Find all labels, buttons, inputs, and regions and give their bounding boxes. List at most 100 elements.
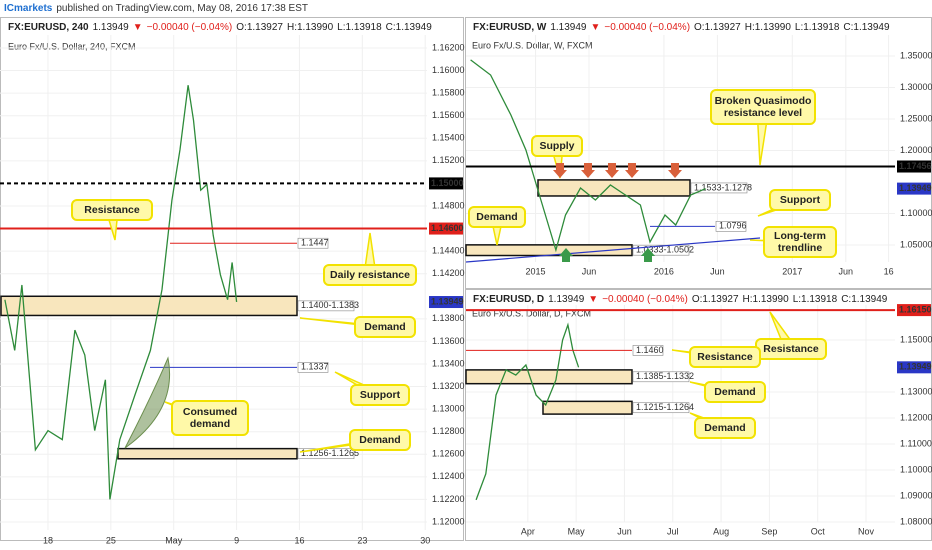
x-tick-label: Jun [839,266,854,276]
callout-box [171,400,249,436]
y-tick-label: 1.10000 [900,464,932,474]
x-tick-label: 2016 [654,266,674,276]
level-badge [897,304,931,317]
zone [542,400,633,415]
header-high: H:1.13990 [745,22,792,33]
header-close: C:1.13949 [386,22,433,33]
header-high: H:1.13990 [287,22,334,33]
y-tick-label: 1.12800 [432,426,465,436]
zone-label: 1.1256-1.1265 [301,448,359,458]
y-tick-label: 1.35000 [900,50,932,60]
header-low: L:1.13918 [337,22,382,33]
x-tick-label: Aug [713,526,729,536]
zone-label: 1.1400-1.1383 [301,300,359,310]
x-tick-label: Nov [858,526,875,536]
callout-text: trendline [778,242,822,254]
level-badge [429,177,463,190]
y-tick-label: 1.12000 [432,516,465,526]
zone [0,295,298,317]
header-open: O:1.13927 [694,22,741,33]
x-tick-label: 30 [420,535,430,545]
zone [117,447,298,460]
callout-box [531,135,583,157]
y-tick-label: 1.05000 [900,239,932,249]
callout-text: Supply [539,140,574,152]
page-byline: ICmarkets published on TradingView.com, M… [4,3,308,14]
zone-label: 1.1385-1.1332 [636,371,694,381]
callout-text: Demand [476,211,517,223]
chart-title: Euro Fx/U.S. Dollar, D, FXCM [472,308,591,318]
callout-text: demand [190,418,230,430]
header-arrow: ▼ [588,294,598,305]
header-change: −0.00040 (−0.04%) [602,294,688,305]
callout-text: Consumed [183,406,237,418]
down-arrow [668,163,682,178]
callout-text: Resistance [763,343,819,355]
brand[interactable]: ICmarkets [4,3,53,14]
callout-box [468,206,526,228]
callout-text: Demand [359,434,400,446]
y-tick-label: 1.12600 [432,449,465,459]
x-tick-label: Oct [811,526,826,536]
last-price-badge [897,361,931,374]
y-tick-label: 1.08000 [900,516,932,526]
callout-box [763,226,837,258]
header-change: −0.00040 (−0.04%) [147,22,233,33]
header-close: C:1.13949 [843,22,890,33]
header-symbol: FX:EURUSD, 240 [8,22,89,33]
callout-text: Long-term [774,230,826,242]
y-tick-label: 1.13600 [432,336,465,346]
y-tick-label: 1.20000 [900,145,932,155]
callout-text: Support [360,389,401,401]
trendline [465,237,761,263]
zone-label: 1.0333-1.0502 [636,245,694,255]
callout-text: Support [780,194,821,206]
header-arrow: ▼ [133,22,143,33]
zone-label: 1.1215-1.1264 [636,402,694,412]
callout-text: Resistance [84,204,140,216]
price-line [4,85,238,500]
callout-text: resistance level [724,107,802,119]
up-arrow [641,248,655,262]
level-label: 1.14600 [431,223,464,233]
level-badge [429,222,463,235]
y-tick-label: 1.10000 [900,208,932,218]
y-tick-label: 1.13800 [432,313,465,323]
x-tick-label: May [568,526,586,536]
zone-tag [632,244,690,256]
level-tag [632,345,664,356]
byline: published on TradingView.com, May 08, 20… [56,3,308,14]
y-tick-label: 1.14400 [432,246,465,256]
x-tick-label: Apr [521,526,535,536]
y-tick-label: 1.12400 [432,471,465,481]
header-close: C:1.13949 [841,294,888,305]
zone-tag [297,300,355,312]
level-tag [715,221,747,232]
x-tick-label: 16 [884,266,894,276]
level-tag [297,362,329,373]
x-tick-label: 2015 [526,266,546,276]
header-last: 1.13949 [548,294,585,305]
chart-header: FX:EURUSD, D 1.13949 ▼ −0.00040 (−0.04%) O:1… [473,294,888,305]
y-tick-label: 1.15600 [432,110,465,120]
header-high: H:1.13990 [743,294,790,305]
callout-text: Demand [714,386,755,398]
down-arrow [581,163,595,178]
header-symbol: FX:EURUSD, W [473,22,547,33]
y-tick-label: 1.09000 [900,490,932,500]
zone-tag [632,402,690,414]
chart-title: Euro Fx/U.S. Dollar, 240, FXCM [8,41,136,51]
y-tick-label: 1.12000 [900,412,932,422]
y-tick-label: 1.30000 [900,82,932,92]
callout-text: Demand [364,321,405,333]
callout-text: Resistance [697,351,753,363]
x-tick-label: Jul [667,526,679,536]
up-arrow [559,248,573,262]
level-label: 1.0796 [719,221,747,231]
x-tick-label: Jun [710,266,725,276]
header-low: L:1.13918 [793,294,838,305]
last-price-label: 1.13949 [899,362,932,372]
consumed-demand [124,356,171,449]
callout-box [769,189,831,211]
zone [465,369,633,385]
